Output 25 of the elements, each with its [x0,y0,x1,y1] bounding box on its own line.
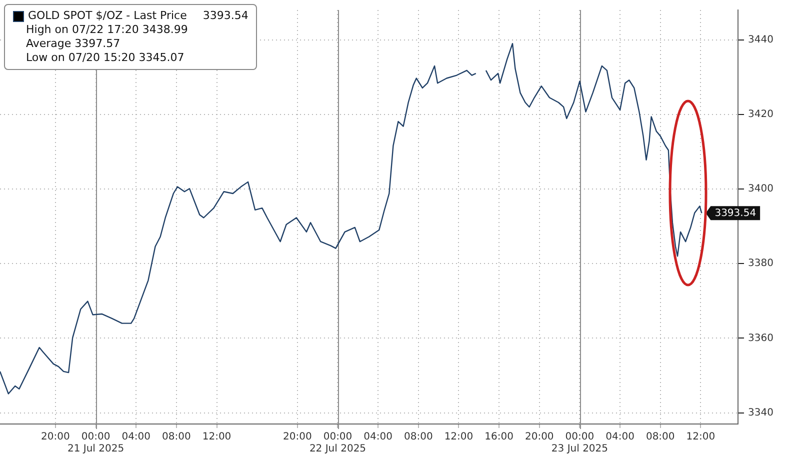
y-tick-label: 3440 [748,34,774,46]
data-label: 3393.54 [714,208,756,220]
x-tick-label: 12:00 [686,432,716,443]
y-tick-label: 3420 [748,109,774,120]
x-tick-label: 20:00 [41,432,70,443]
y-tick-label: 3360 [748,332,774,344]
x-tick-label: 12:00 [202,432,232,443]
x-tick-label: 08:00 [404,432,433,443]
annotation: High on 07/22 17:20 3438.99 [25,23,189,37]
x-tick-label: 12:00 [444,432,474,443]
annotation: Low on 07/20 15:20 3345.07 [25,51,186,65]
x-tick-label: 20:00 [283,432,312,443]
y-tick-label: 3340 [748,407,774,418]
y-tick-label: 3400 [748,184,774,195]
x-tick-label: 08:00 [646,432,675,443]
x-tick-label: 04:00 [122,432,151,443]
x-tick-label: 20:00 [524,432,554,443]
x-tick-label: 04:00 [606,432,634,443]
y-tick-label: 3380 [748,258,774,270]
x-tick-label: 16:00 [484,432,514,443]
text: 3393.54 [202,9,248,22]
x-tick-label: 08:00 [162,432,191,443]
annotation: Average 3397.57 [25,37,122,51]
legend-label: GOLD SPOT $/OZ - Last Price [28,9,187,23]
x-tick-label: 04:00 [364,432,392,443]
